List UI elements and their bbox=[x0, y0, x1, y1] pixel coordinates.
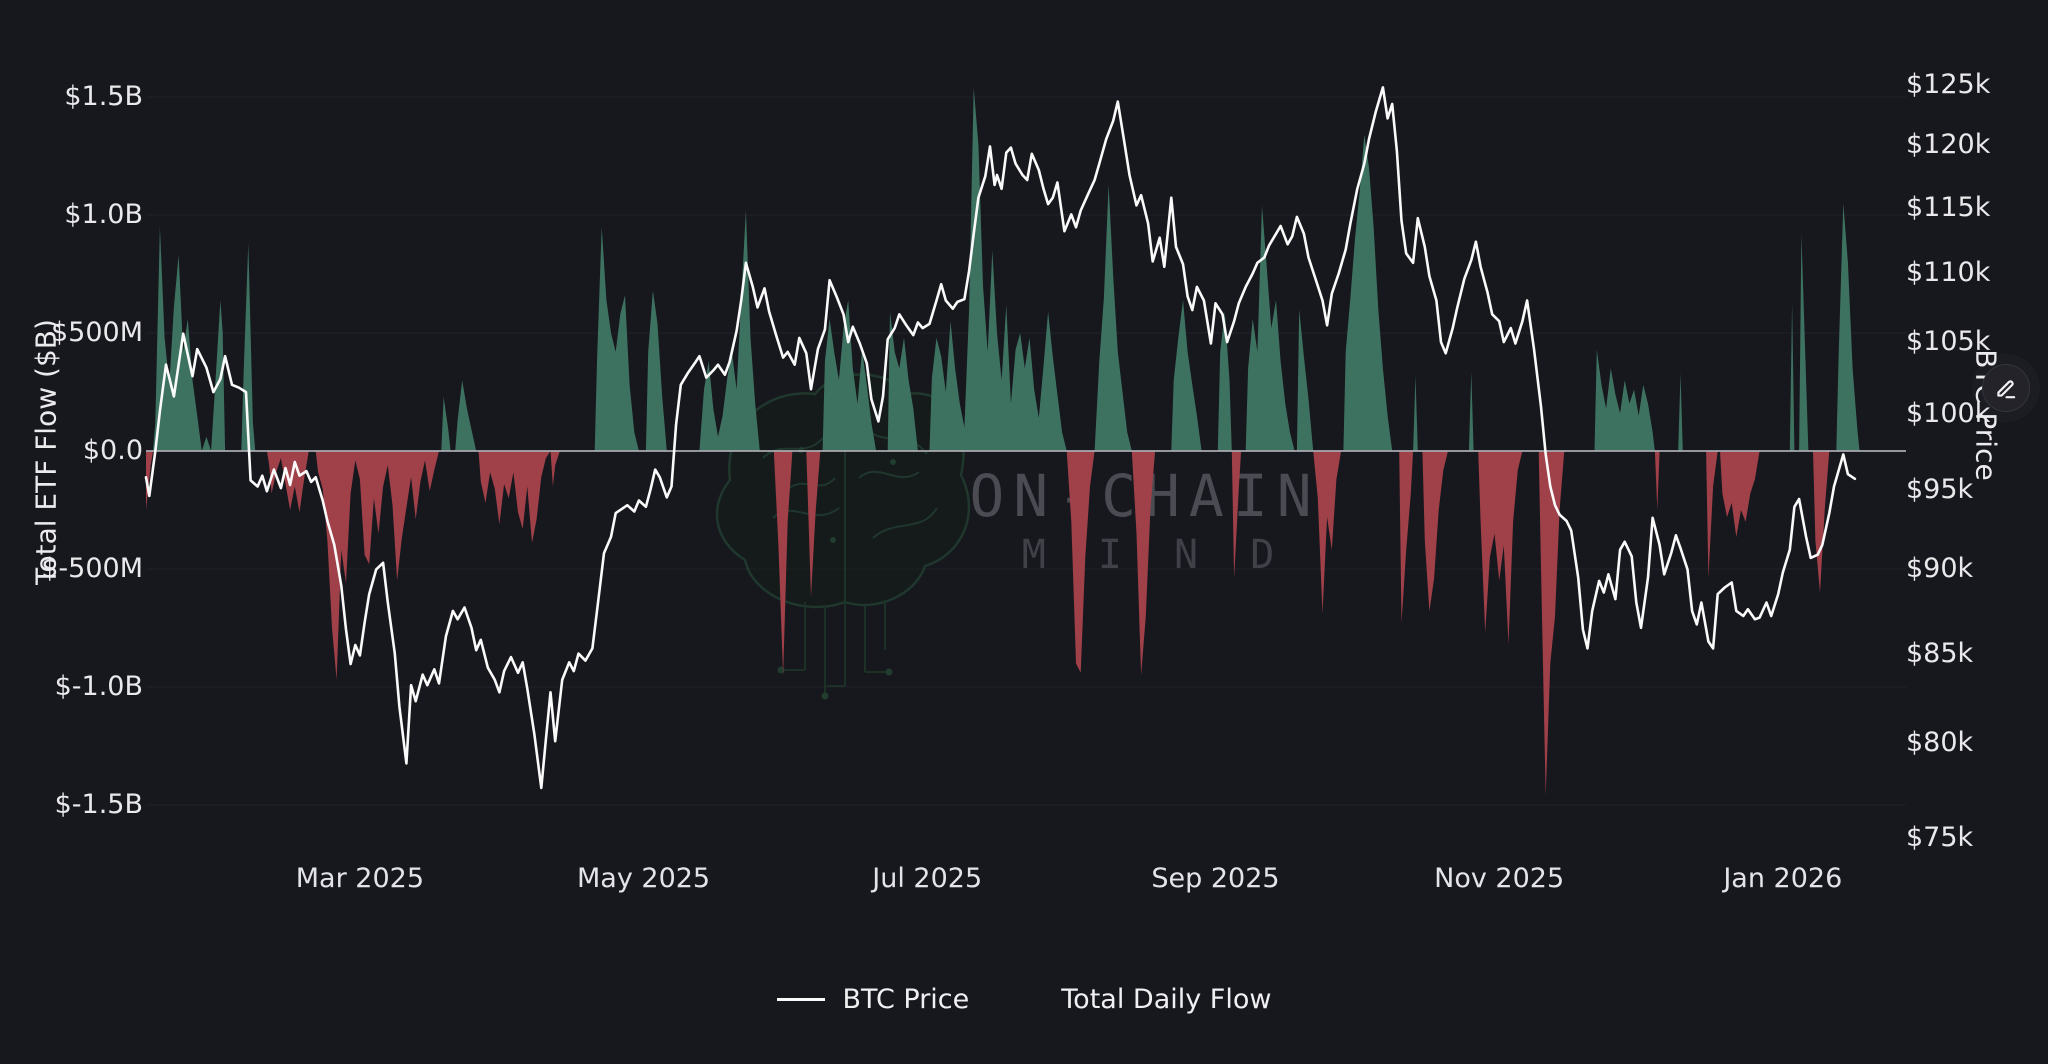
y-left-tick-label: $500M bbox=[50, 317, 143, 348]
flow-area-positive bbox=[146, 87, 1860, 451]
legend-item-total-daily-flow[interactable]: Total Daily Flow bbox=[1061, 984, 1271, 1015]
y-right-tick-label: $105k bbox=[1906, 326, 1991, 358]
legend-label-btc-price: BTC Price bbox=[842, 984, 970, 1015]
y-right-tick-label: $110k bbox=[1906, 257, 1991, 289]
y-left-tick-label: $1.5B bbox=[64, 81, 143, 112]
x-tick-label: Nov 2025 bbox=[1434, 863, 1565, 894]
watermark-line2: M I N D bbox=[1022, 532, 1289, 578]
y-right-tick-label: $90k bbox=[1906, 553, 1974, 585]
y-right-tick-label: $80k bbox=[1906, 727, 1974, 759]
pencil-icon bbox=[1997, 380, 2016, 399]
y-right-tick-label: $100k bbox=[1906, 398, 1991, 429]
y-right-tick-label: $95k bbox=[1906, 473, 1974, 505]
legend-label-total-daily-flow: Total Daily Flow bbox=[1061, 984, 1272, 1015]
flow-area-negative bbox=[146, 451, 1860, 796]
legend-item-btc-price[interactable]: BTC Price bbox=[776, 984, 970, 1015]
left-axis-title: Total ETF Flow ($B) bbox=[29, 319, 63, 585]
y-left-tick-label: $-500M bbox=[41, 553, 143, 584]
y-right-tick-label: $120k bbox=[1906, 129, 1991, 161]
x-tick-label: Jan 2026 bbox=[1723, 863, 1843, 894]
x-tick-label: Sep 2025 bbox=[1151, 863, 1280, 894]
line-swatch-icon bbox=[776, 998, 825, 1001]
y-left-tick-label: $-1.0B bbox=[54, 671, 143, 702]
x-tick-label: May 2025 bbox=[576, 863, 711, 894]
x-tick-label: Jul 2025 bbox=[872, 863, 983, 894]
y-left-tick-label: $-1.5B bbox=[54, 789, 143, 820]
y-right-tick-label: $115k bbox=[1906, 191, 1991, 223]
btc-price-line bbox=[144, 86, 1857, 790]
y-left-tick-label: $1.0B bbox=[64, 199, 143, 230]
y-right-tick-label: $85k bbox=[1906, 637, 1974, 669]
edit-chart-button[interactable] bbox=[1982, 364, 2030, 412]
x-tick-label: Mar 2025 bbox=[295, 863, 425, 894]
series-layer bbox=[146, 87, 1860, 796]
line-layer bbox=[144, 86, 1906, 790]
y-left-tick-label: $0.0 bbox=[82, 435, 143, 466]
y-right-tick-label: $75k bbox=[1906, 822, 1974, 854]
y-right-tick-label: $125k bbox=[1906, 69, 1991, 100]
legend: BTC Price Total Daily Flow bbox=[0, 984, 2048, 1015]
